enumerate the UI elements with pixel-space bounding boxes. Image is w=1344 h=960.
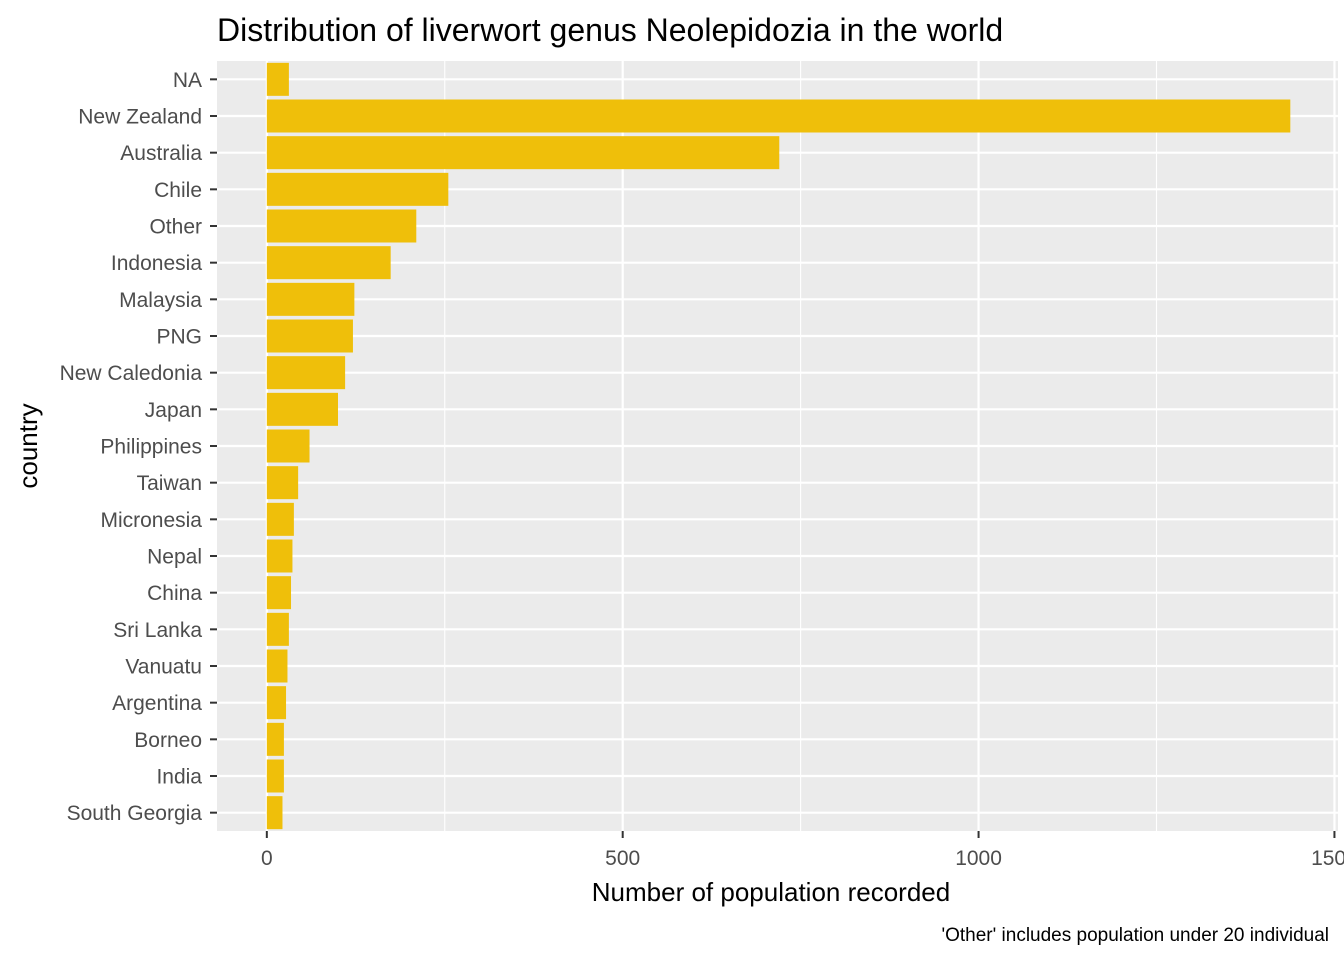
bar-south-georgia <box>266 796 283 830</box>
y-tick-label: Chile <box>154 179 202 202</box>
bar-nepal <box>266 539 293 573</box>
bar-china <box>266 576 292 610</box>
bar-borneo <box>266 722 284 756</box>
bar-malaysia <box>266 282 355 316</box>
y-tick-label: Sri Lanka <box>113 619 202 642</box>
x-tick-label: 1000 <box>955 847 1002 870</box>
y-axis: NA New Zealand Australia Chile Other Indonesi… <box>60 69 217 825</box>
y-tick-label: Micronesia <box>100 509 202 532</box>
bar-japan <box>266 392 338 426</box>
y-tick-label: Malaysia <box>119 289 202 312</box>
bar-philippines <box>266 429 310 463</box>
y-tick-label: Vanuatu <box>125 656 202 679</box>
bar-vanuatu <box>266 649 288 683</box>
bar-taiwan <box>266 466 299 500</box>
y-tick-label: New Zealand <box>78 106 202 129</box>
bar-chile <box>266 172 449 206</box>
y-tick-label: Other <box>149 216 202 239</box>
y-tick-label: Argentina <box>112 692 202 715</box>
y-tick-label: China <box>147 582 202 605</box>
x-tick-label: 1500 <box>1311 847 1344 870</box>
y-tick-label: South Georgia <box>67 802 203 825</box>
x-axis-title: Number of population recorded <box>592 877 950 907</box>
y-tick-label: Borneo <box>134 729 202 752</box>
x-tick-label: 0 <box>261 847 273 870</box>
y-axis-title: country <box>13 403 43 488</box>
bar-new-zealand <box>266 99 1291 133</box>
y-tick-label: New Caledonia <box>60 362 203 385</box>
y-tick-label: Indonesia <box>111 252 202 275</box>
y-tick-label: Nepal <box>147 546 202 569</box>
x-axis: 0 500 1000 1500 <box>261 831 1344 870</box>
x-tick-label: 500 <box>605 847 640 870</box>
bar-australia <box>266 136 780 170</box>
bar-na <box>266 62 289 96</box>
bar-argentina <box>266 686 287 720</box>
y-tick-label: NA <box>173 69 202 92</box>
y-tick-label: Taiwan <box>137 472 202 495</box>
bar-new-caledonia <box>266 356 346 390</box>
bar-other <box>266 209 417 243</box>
bar-indonesia <box>266 246 391 280</box>
y-tick-label: Japan <box>145 399 202 422</box>
bar-micronesia <box>266 502 294 536</box>
bar-png <box>266 319 353 353</box>
y-tick-label: India <box>156 766 202 789</box>
y-tick-label: Australia <box>120 142 202 165</box>
chart-title: Distribution of liverwort genus Neolepid… <box>217 12 1003 48</box>
bars <box>266 62 1291 830</box>
chart-caption: 'Other' includes population under 20 ind… <box>941 925 1329 946</box>
y-tick-label: Philippines <box>100 436 202 459</box>
bar-sri-lanka <box>266 612 289 646</box>
bar-india <box>266 759 284 793</box>
y-tick-label: PNG <box>156 326 202 349</box>
